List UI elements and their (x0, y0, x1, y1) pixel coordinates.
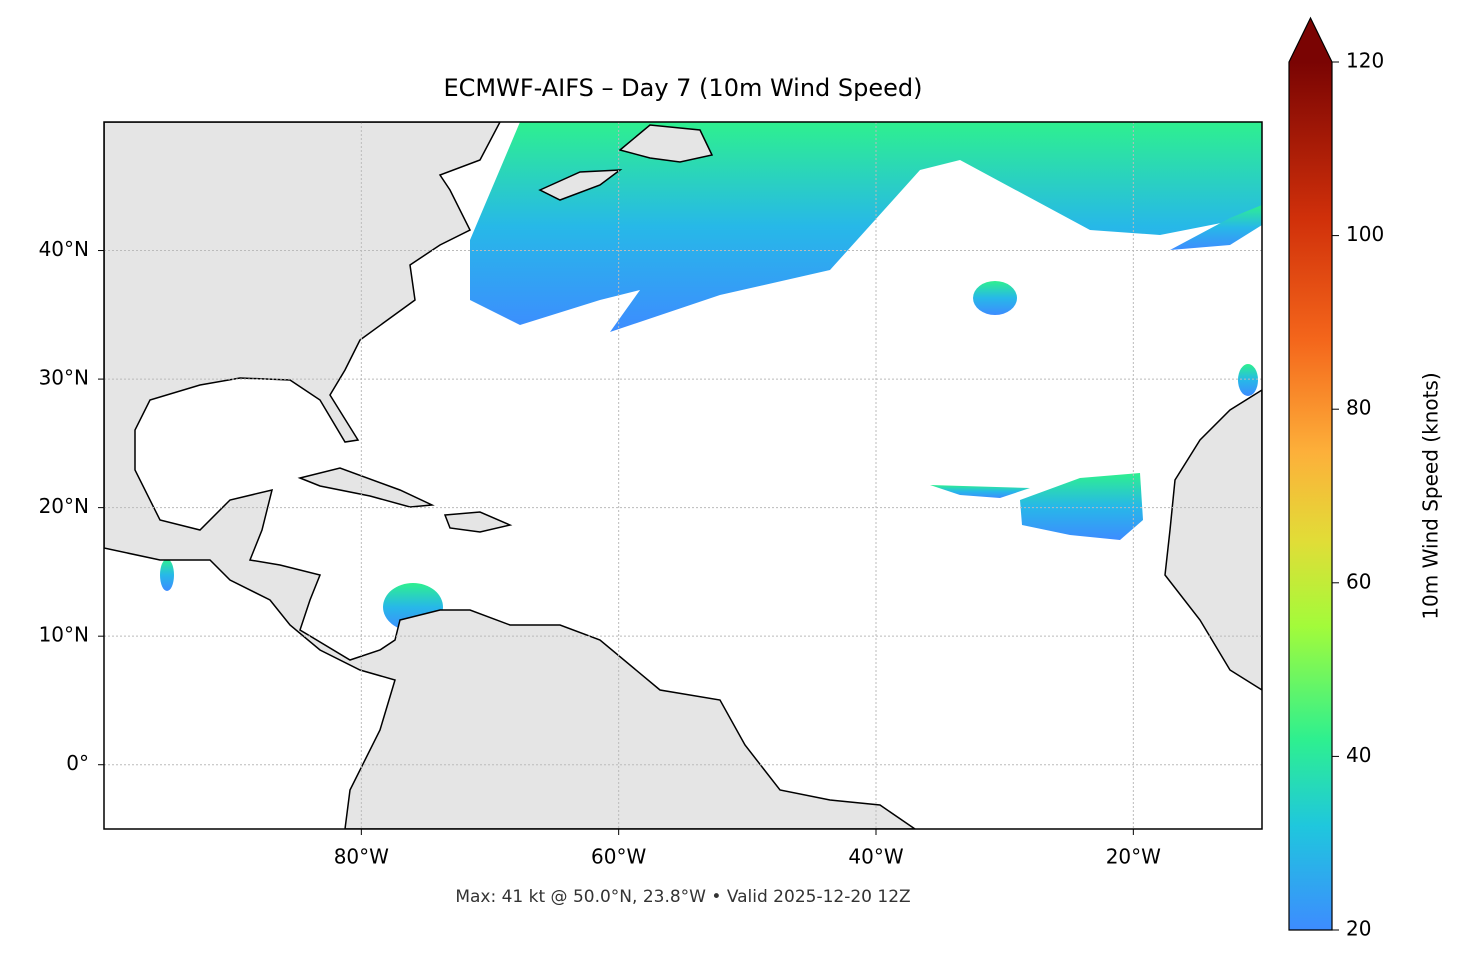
cuba (297, 467, 435, 508)
x-tick-label: 20°W (1106, 845, 1161, 869)
wind-patch (470, 122, 1262, 332)
wind-patch (973, 281, 1017, 315)
wind-patch (1020, 473, 1143, 540)
colorbar-tick-label: 60 (1346, 569, 1371, 593)
colorbar (1289, 62, 1332, 930)
colorbar-tick-label: 100 (1346, 222, 1384, 246)
map-area (104, 122, 1262, 829)
y-tick-label: 30°N (39, 366, 89, 390)
y-tick-label: 0° (66, 751, 89, 775)
wind-patch (160, 559, 174, 591)
americas (104, 122, 917, 829)
colorbar-label: 10m Wind Speed (knots) (1419, 372, 1443, 619)
newfoundland (618, 124, 714, 163)
footer-note: Max: 41 kt @ 50.0°N, 23.8°W • Valid 2025… (455, 887, 910, 907)
map-frame (103, 121, 1263, 830)
colorbar-tick-label: 80 (1346, 396, 1371, 420)
chart-title: ECMWF-AIFS – Day 7 (10m Wind Speed) (443, 74, 922, 102)
nova-scotia (538, 169, 623, 201)
africa (1164, 389, 1262, 691)
x-tick-label: 80°W (334, 845, 389, 869)
y-tick-label: 10°N (39, 623, 89, 647)
land (104, 122, 1262, 829)
graticule (104, 122, 1262, 829)
colorbar-tick-label: 120 (1346, 49, 1384, 73)
colorbar-outline (1288, 16, 1333, 931)
colorbar-extension (1289, 18, 1332, 62)
colorbar-tick-label: 40 (1346, 743, 1371, 767)
wind-patch (930, 485, 1030, 498)
y-tick-label: 20°N (39, 494, 89, 518)
x-tick-label: 40°W (848, 845, 903, 869)
wind-patch (1170, 205, 1262, 250)
hispaniola (443, 511, 513, 533)
colorbar-tick-label: 20 (1346, 917, 1371, 941)
wind-patch (1238, 364, 1258, 396)
y-tick-label: 40°N (39, 237, 89, 261)
x-tick-label: 60°W (591, 845, 646, 869)
